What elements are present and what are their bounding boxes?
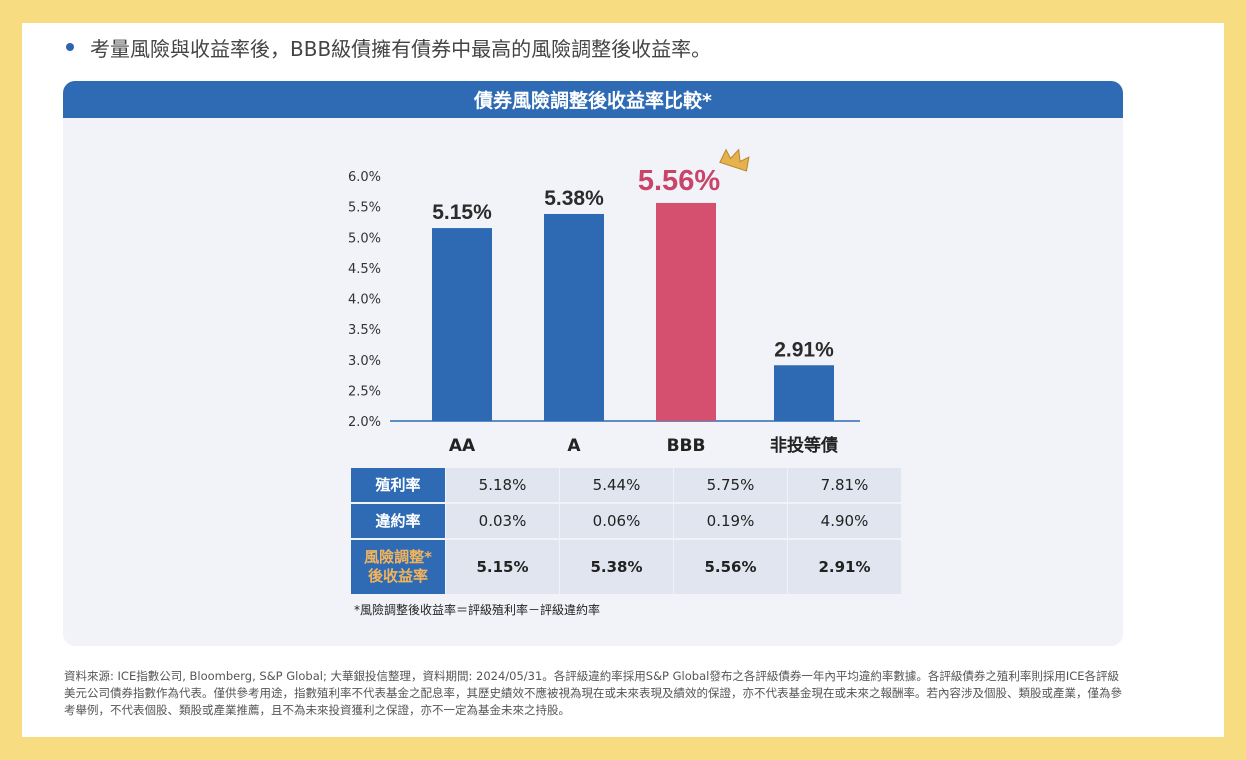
table-row-yield: 殖利率 5.18% 5.44% 5.75% 7.81%: [351, 468, 901, 502]
y-tick-label: 4.0%: [348, 293, 381, 308]
table-row-risk-adjusted: 風險調整* 後收益率 5.15% 5.38% 5.56% 2.91%: [351, 540, 901, 594]
table-cell: 7.81%: [788, 468, 901, 502]
y-tick-label: 5.0%: [348, 231, 381, 246]
y-tick-label: 3.0%: [348, 354, 381, 369]
data-label: 5.15%: [432, 201, 492, 224]
table-cell: 0.03%: [446, 504, 559, 538]
x-category-label: BBB: [667, 436, 706, 456]
x-category-label: 非投等債: [770, 435, 838, 456]
y-tick-label: 5.5%: [348, 201, 381, 216]
bar-chart: 2.0% 2.5% 3.0% 3.5% 4.0% 4.5% 5.0% 5.5% 6.0% 5.15…: [348, 148, 860, 456]
bar: [656, 202, 716, 421]
bar: [544, 213, 604, 421]
row-header-risk-adjusted: 風險調整* 後收益率: [351, 540, 445, 594]
y-tick-label: 2.5%: [348, 384, 381, 399]
table-cell: 5.56%: [674, 540, 787, 594]
bullet-point: 考量風險與收益率後，BBB級債擁有債券中最高的風險調整後收益率。: [66, 33, 711, 61]
row-header-line: 後收益率: [367, 567, 428, 585]
chart-card: 債券風險調整後收益率比較* 2.0% 2.5% 3.0% 3.5% 4.0% 4.5% 5.…: [63, 81, 1123, 646]
data-label: 2.91%: [774, 338, 834, 361]
data-label: 5.56%: [638, 165, 720, 197]
yield-table: 殖利率 5.18% 5.44% 5.75% 7.81% 違約率 0.03% 0.…: [351, 468, 901, 594]
y-tick-label: 6.0%: [348, 170, 381, 185]
formula-footnote: *風險調整後收益率＝評級殖利率－評級違約率: [354, 603, 601, 617]
source-disclaimer: 資料來源: ICE指數公司, Bloomberg, S&P Global; 大華…: [64, 669, 1122, 717]
row-header-yield: 殖利率: [351, 468, 445, 502]
bullet-dot-icon: [66, 43, 74, 51]
table-cell: 5.38%: [560, 540, 673, 594]
y-tick-label: 2.0%: [348, 415, 381, 430]
row-header-default: 違約率: [351, 504, 445, 538]
y-tick-label: 4.5%: [348, 262, 381, 277]
bar: [432, 228, 492, 421]
bullet-text: 考量風險與收益率後，BBB級債擁有債券中最高的風險調整後收益率。: [90, 36, 712, 61]
table-cell: 2.91%: [788, 540, 901, 594]
y-tick-label: 3.5%: [348, 323, 381, 338]
bar: [774, 365, 834, 421]
table-cell: 0.06%: [560, 504, 673, 538]
x-category-label: AA: [449, 436, 476, 456]
crown-icon: [719, 148, 750, 172]
table-cell: 4.90%: [788, 504, 901, 538]
table-cell: 5.75%: [674, 468, 787, 502]
card-title: 債券風險調整後收益率比較*: [63, 81, 1123, 118]
table-cell: 5.15%: [446, 540, 559, 594]
content-panel: 考量風險與收益率後，BBB級債擁有債券中最高的風險調整後收益率。 債券風險調整後…: [22, 23, 1224, 737]
x-category-label: A: [567, 436, 581, 456]
table-cell: 5.18%: [446, 468, 559, 502]
row-header-line: 風險調整*: [364, 548, 432, 566]
table-cell: 5.44%: [560, 468, 673, 502]
table-row-default: 違約率 0.03% 0.06% 0.19% 4.90%: [351, 504, 901, 538]
table-cell: 0.19%: [674, 504, 787, 538]
data-label: 5.38%: [544, 187, 604, 210]
